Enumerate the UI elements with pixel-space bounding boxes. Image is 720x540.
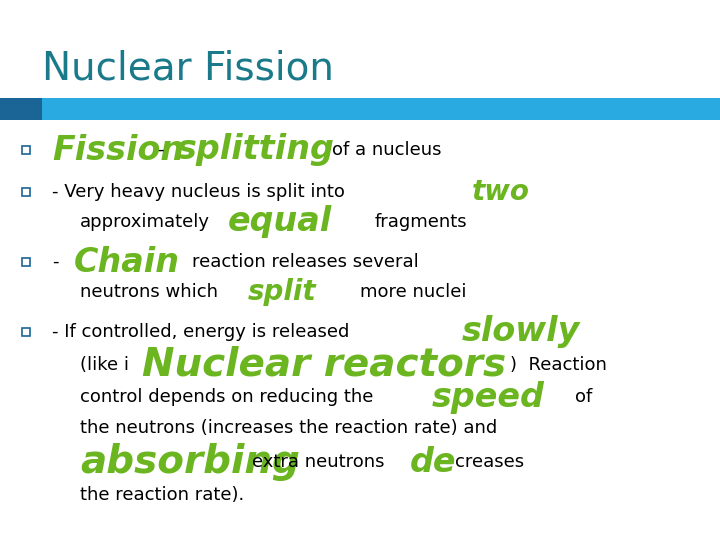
Text: of a nucleus: of a nucleus [332, 141, 441, 159]
Text: slowly: slowly [462, 315, 580, 348]
Text: )  Reaction: ) Reaction [510, 356, 607, 374]
Text: two: two [472, 178, 530, 206]
Text: de: de [410, 446, 456, 478]
Text: split: split [248, 278, 317, 306]
Text: -: - [52, 253, 58, 271]
Text: control depends on reducing the: control depends on reducing the [80, 388, 374, 406]
Bar [42, 98, 720, 120]
Text: neutrons which: neutrons which [80, 283, 218, 301]
Text: Fission: Fission [52, 133, 184, 166]
Text: creases: creases [455, 453, 524, 471]
Text: the reaction rate).: the reaction rate). [80, 486, 244, 504]
Text: more nuclei: more nuclei [360, 283, 467, 301]
Text: - If controlled, energy is released: - If controlled, energy is released [52, 323, 349, 341]
Bar [22, 188, 30, 196]
Text: fragments: fragments [375, 213, 467, 231]
Bar [22, 146, 30, 154]
Bar [22, 258, 30, 266]
Text: -: - [157, 141, 163, 159]
Text: reaction releases several: reaction releases several [192, 253, 419, 271]
Text: splitting: splitting [177, 133, 335, 166]
Text: Nuclear reactors: Nuclear reactors [142, 346, 506, 384]
Text: of: of [575, 388, 593, 406]
Text: absorbing: absorbing [80, 443, 300, 481]
Bar [0, 98, 42, 120]
Text: approximately: approximately [80, 213, 210, 231]
Text: speed: speed [432, 381, 545, 414]
Text: the neutrons (increases the reaction rate) and: the neutrons (increases the reaction rat… [80, 419, 498, 437]
Text: - Very heavy nucleus is split into: - Very heavy nucleus is split into [52, 183, 345, 201]
Text: extra neutrons: extra neutrons [252, 453, 384, 471]
Text: equal: equal [228, 206, 332, 239]
Text: (like i: (like i [80, 356, 129, 374]
Text: Nuclear Fission: Nuclear Fission [42, 50, 334, 88]
Bar [22, 328, 30, 336]
Text: Chain: Chain [74, 246, 180, 279]
